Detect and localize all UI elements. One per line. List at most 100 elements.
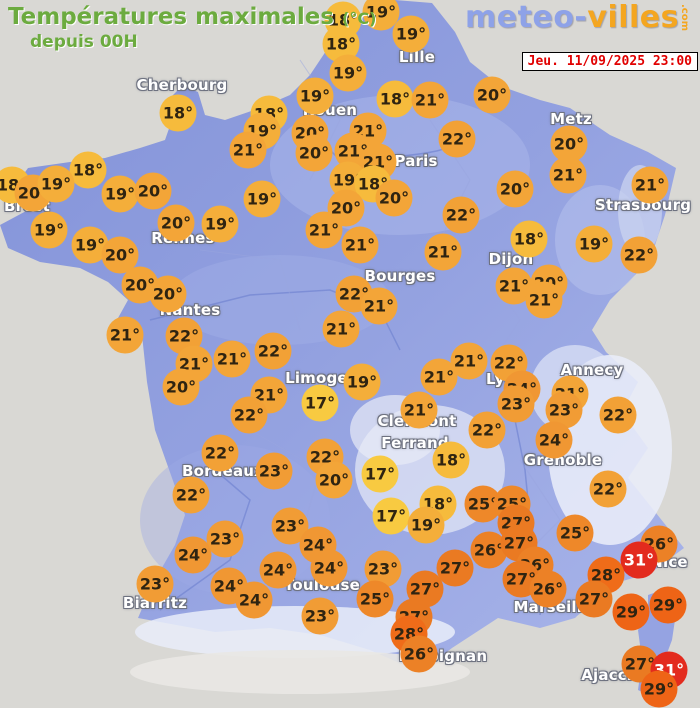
temp-bubble: 29° xyxy=(640,670,678,708)
temp-bubble: 18° xyxy=(432,441,470,479)
temp-bubble: 20° xyxy=(315,461,353,499)
temp-bubble: 19° xyxy=(296,77,334,115)
temp-bubble: 23° xyxy=(497,385,535,423)
temp-bubble: 26° xyxy=(529,570,567,608)
temp-bubble: 19° xyxy=(407,506,445,544)
temp-bubble: 21° xyxy=(341,226,379,264)
temp-bubble: 20° xyxy=(157,204,195,242)
timestamp-text: Jeu. 11/09/2025 23:00 xyxy=(527,54,692,69)
title-text: Températures maximales xyxy=(8,4,334,30)
temp-bubble: 31° xyxy=(620,541,658,579)
temp-bubble: 27° xyxy=(575,580,613,618)
temp-bubble: 18° xyxy=(376,80,414,118)
header: Températures maximales (°C) depuis 00H xyxy=(8,4,376,52)
temp-bubble: 22° xyxy=(254,332,292,370)
temp-bubble: 23° xyxy=(136,565,174,603)
temp-bubble: 20° xyxy=(162,368,200,406)
temp-bubble: 17° xyxy=(372,497,410,535)
temp-bubble: 21° xyxy=(549,156,587,194)
logo-part2: villes xyxy=(587,0,679,35)
city-label-cherbourg: Cherbourg xyxy=(136,76,228,94)
temp-bubble: 25° xyxy=(556,514,594,552)
temp-bubble: 22° xyxy=(172,476,210,514)
temp-bubble: 20° xyxy=(134,172,172,210)
temp-bubble: 18° xyxy=(159,94,197,132)
city-label-metz: Metz xyxy=(550,110,592,128)
temp-bubble: 21° xyxy=(400,391,438,429)
city-label-annecy: Annecy xyxy=(560,361,624,379)
temp-bubble: 29° xyxy=(612,593,650,631)
temp-bubble: 19° xyxy=(392,15,430,53)
city-label-biarritz: Biarritz xyxy=(122,594,188,612)
temp-bubble: 20° xyxy=(473,76,511,114)
temp-bubble: 22° xyxy=(589,470,627,508)
temp-bubble: 21° xyxy=(322,310,360,348)
page-subtitle: depuis 00H xyxy=(30,32,138,52)
temp-bubble: 22° xyxy=(620,236,658,274)
temp-bubble: 19° xyxy=(343,363,381,401)
temp-bubble: 21° xyxy=(250,376,288,414)
temp-bubble: 27° xyxy=(436,549,474,587)
meteo-villes-logo[interactable]: meteo- villes .com xyxy=(465,0,690,35)
temp-bubble: 19° xyxy=(37,165,75,203)
temp-bubble: 21° xyxy=(450,342,488,380)
temp-bubble: 19° xyxy=(243,180,281,218)
temp-bubble: 23° xyxy=(301,597,339,635)
temp-bubble: 20° xyxy=(149,275,187,313)
temp-bubble: 26° xyxy=(400,635,438,673)
city-label-marseille: Marseille xyxy=(513,598,593,616)
temp-bubble: 21° xyxy=(420,358,458,396)
temp-bubble: 20° xyxy=(496,170,534,208)
temp-bubble: 21° xyxy=(525,281,563,319)
temp-bubble: 23° xyxy=(206,520,244,558)
temp-bubble: 22° xyxy=(201,434,239,472)
city-label-paris: Paris xyxy=(394,152,438,170)
temp-bubble: 20° xyxy=(375,179,413,217)
temp-bubble: 24° xyxy=(235,581,273,619)
temp-bubble: 21° xyxy=(305,211,343,249)
temp-bubble: 22° xyxy=(230,396,268,434)
city-label-ferrand: Ferrand xyxy=(381,434,449,452)
temp-bubble: 20° xyxy=(550,125,588,163)
temp-bubble: 24° xyxy=(535,421,573,459)
city-label-lille: Lille xyxy=(398,48,436,66)
temp-bubble: 22° xyxy=(468,411,506,449)
temp-bubble: 24° xyxy=(259,551,297,589)
temp-bubble: 19° xyxy=(575,225,613,263)
temp-bubble: 17° xyxy=(301,384,339,422)
title-unit: (°C) xyxy=(342,9,377,28)
temp-bubble: 19° xyxy=(362,0,400,31)
city-label-strasbourg: Strasbourg xyxy=(594,196,692,214)
temp-bubble: 22° xyxy=(599,396,637,434)
temp-bubble: 21° xyxy=(106,316,144,354)
temp-bubble: 20° xyxy=(327,189,365,227)
temp-bubble: 24° xyxy=(174,536,212,574)
temp-bubble: 18° xyxy=(510,220,548,258)
temp-bubble: 21° xyxy=(360,287,398,325)
temp-bubble: 22° xyxy=(442,196,480,234)
temp-bubble: 21° xyxy=(229,131,267,169)
temp-bubble: 21° xyxy=(424,233,462,271)
temp-bubble: 28° xyxy=(587,556,625,594)
temp-bubble: 19° xyxy=(30,211,68,249)
logo-suffix: .com xyxy=(679,4,690,32)
temp-bubble: 29° xyxy=(649,586,687,624)
temp-bubble: 21° xyxy=(411,81,449,119)
temp-bubble: 21° xyxy=(631,166,669,204)
timestamp-badge: Jeu. 11/09/2025 23:00 xyxy=(521,52,698,71)
city-label-bourges: Bourges xyxy=(364,267,436,285)
temp-bubble: 21° xyxy=(213,340,251,378)
logo-part1: meteo- xyxy=(465,0,588,35)
page-title: Températures maximales (°C) xyxy=(8,4,376,30)
temp-bubble: 19° xyxy=(329,54,367,92)
temp-bubble: 24° xyxy=(310,549,348,587)
city-label-limoges: Limoges xyxy=(285,369,357,387)
temp-bubble: 20° xyxy=(295,134,333,172)
temp-bubble: 25° xyxy=(356,580,394,618)
temp-bubble: 20° xyxy=(101,236,139,274)
temp-bubble: 19° xyxy=(201,205,239,243)
temp-bubble: 22° xyxy=(438,120,476,158)
temp-bubble: 23° xyxy=(255,452,293,490)
temp-bubble: 19° xyxy=(101,175,139,213)
